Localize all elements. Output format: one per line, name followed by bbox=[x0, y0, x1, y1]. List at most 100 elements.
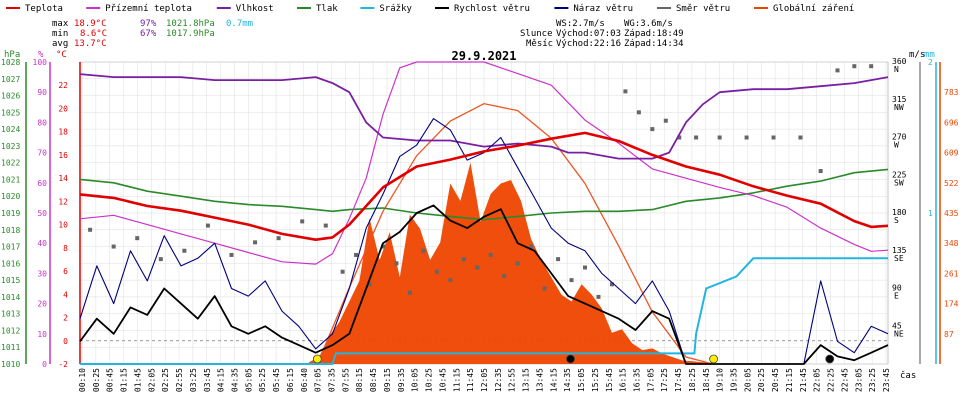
temperature-tick: 4 bbox=[63, 290, 68, 299]
direction-point bbox=[677, 135, 682, 140]
series-temp bbox=[79, 131, 889, 241]
legend-label: Rychlost větru bbox=[454, 4, 530, 14]
direction-point bbox=[354, 252, 359, 257]
temperature-tick: 8 bbox=[63, 244, 68, 253]
x-tick-label: 00:10 bbox=[78, 368, 87, 392]
x-tick-label: 15:05 bbox=[577, 368, 586, 392]
x-tick-label: 04:15 bbox=[217, 368, 226, 392]
radiation-tick: 522 bbox=[944, 179, 959, 188]
x-tick-label: 01:15 bbox=[120, 368, 129, 392]
direction-point bbox=[381, 244, 385, 249]
stat-min-humidity: 67% bbox=[140, 29, 157, 39]
pressure-tick: 1025 bbox=[1, 108, 20, 117]
moon-label: Měsíc bbox=[526, 39, 553, 49]
radiation-tick: 609 bbox=[944, 149, 959, 158]
direction-point bbox=[448, 278, 453, 283]
humidity-tick: 50 bbox=[37, 209, 47, 218]
temperature-tick: 0 bbox=[63, 337, 68, 346]
x-tick-label: 17:45 bbox=[674, 368, 683, 392]
temperature-tick: -2 bbox=[58, 360, 68, 369]
direction-point bbox=[636, 110, 641, 115]
direction-point bbox=[502, 273, 507, 278]
x-tick-label: 23:25 bbox=[868, 368, 877, 392]
stat-avg-temp: 13.7°C bbox=[74, 39, 107, 49]
temperature-tick: 10 bbox=[58, 221, 68, 230]
direction-point bbox=[869, 64, 874, 69]
sun-label: Slunce bbox=[520, 29, 553, 39]
x-tick-label: 07:05 bbox=[314, 368, 323, 392]
stat-wind-gust: WG:3.6m/s bbox=[624, 19, 673, 29]
pressure-tick: 1012 bbox=[1, 326, 20, 335]
pressure-tick: 1010 bbox=[1, 360, 20, 369]
direction-point bbox=[583, 265, 587, 270]
direction-point bbox=[229, 252, 234, 257]
x-tick-label: 19:35 bbox=[730, 368, 739, 392]
x-tick-label: 21:15 bbox=[785, 368, 794, 392]
axis-humidity-label: % bbox=[38, 50, 44, 60]
x-tick-label: 05:05 bbox=[244, 368, 253, 392]
axis-pressure-label: hPa bbox=[4, 50, 20, 60]
x-tick-label: 14:15 bbox=[549, 368, 558, 392]
x-tick-label: 02:55 bbox=[175, 368, 184, 392]
rain-tick: 1 bbox=[928, 209, 933, 218]
pressure-tick: 1011 bbox=[1, 343, 20, 352]
sunset-time: Západ:18:49 bbox=[624, 29, 684, 39]
x-tick-label: 02:05 bbox=[147, 368, 156, 392]
x-axis: 00:10 00:25 00:45 01:15 01:45 02:05 02:25 02:55… bbox=[78, 368, 916, 392]
x-tick-label: 10:05 bbox=[411, 368, 420, 392]
direction-tick-letter: NE bbox=[894, 329, 904, 338]
x-tick-label: 03:45 bbox=[203, 368, 212, 392]
astro-marker bbox=[312, 354, 322, 364]
direction-point bbox=[650, 127, 655, 132]
x-tick-label: 10:25 bbox=[425, 368, 434, 392]
direction-point bbox=[111, 244, 116, 249]
pressure-tick: 1024 bbox=[1, 125, 20, 134]
humidity-tick: 40 bbox=[37, 239, 47, 248]
direction-tick-letter: N bbox=[894, 65, 899, 74]
stat-min-label: min bbox=[52, 29, 68, 39]
x-tick-label: 16:35 bbox=[632, 368, 641, 392]
humidity-tick: 100 bbox=[33, 58, 48, 67]
direction-tick: 270 bbox=[892, 133, 907, 142]
x-tick-label: 02:25 bbox=[161, 368, 170, 392]
pressure-tick: 1021 bbox=[1, 175, 20, 184]
pressure-tick: 1018 bbox=[1, 226, 20, 235]
direction-tick: 90 bbox=[892, 284, 902, 293]
x-tick-label: 15:45 bbox=[605, 368, 614, 392]
legend: Teplota Přízemní teplota Vlhkost Tlak Srážky… bbox=[6, 4, 854, 14]
stat-avg-label: avg bbox=[52, 39, 68, 49]
sunrise-time: Východ:07:03 bbox=[556, 29, 621, 39]
direction-point bbox=[515, 261, 520, 266]
direction-point bbox=[323, 223, 328, 228]
direction-point bbox=[744, 135, 749, 140]
radiation-tick: 174 bbox=[944, 300, 959, 309]
legend-label: Tlak bbox=[316, 4, 338, 14]
radiation-tick: 435 bbox=[944, 209, 959, 218]
pressure-tick: 1019 bbox=[1, 209, 20, 218]
moonset-time: Západ:14:34 bbox=[624, 39, 684, 49]
x-tick-label: 05:25 bbox=[258, 368, 267, 392]
x-tick-label: 17:25 bbox=[660, 368, 669, 392]
direction-point bbox=[300, 219, 305, 224]
x-tick-label: 22:45 bbox=[840, 368, 849, 392]
pressure-tick: 1013 bbox=[1, 310, 20, 319]
direction-point bbox=[461, 257, 466, 262]
pressure-tick: 1015 bbox=[1, 276, 20, 285]
astro-marker bbox=[566, 354, 575, 364]
rain-tick: 2 bbox=[928, 58, 933, 67]
direction-tick-letter: NW bbox=[894, 103, 904, 112]
legend-label: Globální záření bbox=[773, 4, 854, 14]
direction-point bbox=[407, 290, 412, 295]
direction-point bbox=[542, 286, 547, 291]
direction-tick: 360 bbox=[892, 57, 907, 66]
pressure-tick: 1027 bbox=[1, 75, 20, 84]
temperature-tick: 18 bbox=[58, 128, 68, 137]
x-tick-label: 09:35 bbox=[397, 368, 406, 392]
pressure-tick: 1023 bbox=[1, 142, 20, 151]
direction-point bbox=[135, 236, 140, 241]
x-tick-label: 01:45 bbox=[133, 368, 142, 392]
direction-tick-letter: E bbox=[894, 292, 899, 301]
x-tick-label: 18:45 bbox=[702, 368, 711, 392]
direction-point bbox=[475, 265, 480, 270]
